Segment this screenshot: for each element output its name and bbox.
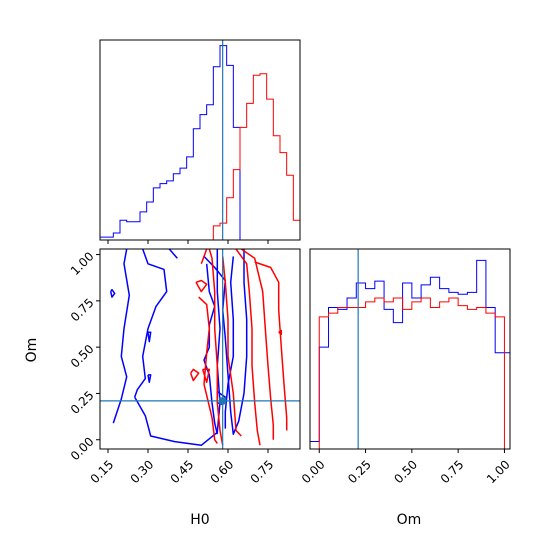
y-axis-title-om: Om <box>24 338 40 363</box>
om-histogram-panel: 0.00 0.25 0.50 0.75 1.00 <box>299 248 513 486</box>
om-x-tick-label: 0.50 <box>391 457 420 486</box>
x-axis-title-om: Om <box>397 512 422 528</box>
contour-x-tick-label: 0.30 <box>128 457 157 486</box>
contour-line-blue <box>109 288 116 298</box>
contour-x-tick-label: 0.15 <box>88 457 117 486</box>
contour-truth-marker <box>219 397 227 405</box>
om-hist-frame <box>309 248 511 450</box>
contour-line-blue <box>147 374 152 384</box>
contour-line-red <box>198 296 218 444</box>
contour-y-tick-label: 0.25 <box>68 388 97 417</box>
contour-frame <box>99 248 301 450</box>
contour-line-red <box>208 249 224 446</box>
contour-line-red <box>201 368 211 384</box>
om-x-tick-label: 1.00 <box>484 457 513 486</box>
om-x-tick-label: 0.25 <box>345 457 374 486</box>
om-histogram-series-red <box>318 297 505 449</box>
contour-line-blue <box>224 256 235 429</box>
contour-line-blue <box>133 249 168 398</box>
contour-line-blue <box>112 249 131 424</box>
contour-x-tick-label: 0.45 <box>168 457 197 486</box>
om-histogram-series-blue <box>309 259 511 449</box>
om-x-tick-label: 0.00 <box>299 457 328 486</box>
contour-y-tick-label: 0.50 <box>68 342 97 371</box>
contour-line-red <box>235 249 261 446</box>
h0-om-contour-panel: 0.15 0.30 0.45 0.60 0.75 0.00 0.25 0.50 0.75 1.00 <box>68 248 301 486</box>
h0-histogram-panel <box>99 39 301 244</box>
contour-y-tick-label: 1.00 <box>68 249 97 278</box>
contour-line-red <box>254 261 288 431</box>
h0-histogram-series-red <box>100 73 301 241</box>
contour-line-red <box>189 368 200 382</box>
contour-y-tick-label: 0.75 <box>68 296 97 325</box>
contour-line-red <box>278 329 283 335</box>
contour-x-tick-label: 0.60 <box>208 457 237 486</box>
contour-line-red <box>195 279 208 293</box>
contour-line-blue <box>147 331 152 343</box>
h0-hist-frame <box>99 39 301 241</box>
contour-line-red <box>200 249 208 265</box>
contour-x-tick-label: 0.75 <box>248 457 277 486</box>
contour-line-red <box>240 249 275 440</box>
om-x-tick-label: 0.75 <box>438 457 467 486</box>
contour-line-red <box>221 256 242 437</box>
contour-plot-area <box>109 249 288 447</box>
contour-line-blue <box>203 263 219 435</box>
x-axis-title-h0: H0 <box>190 512 209 528</box>
contour-y-tick-label: 0.00 <box>68 434 97 463</box>
contour-line-blue <box>168 249 178 259</box>
h0-histogram-series-blue <box>99 45 300 241</box>
